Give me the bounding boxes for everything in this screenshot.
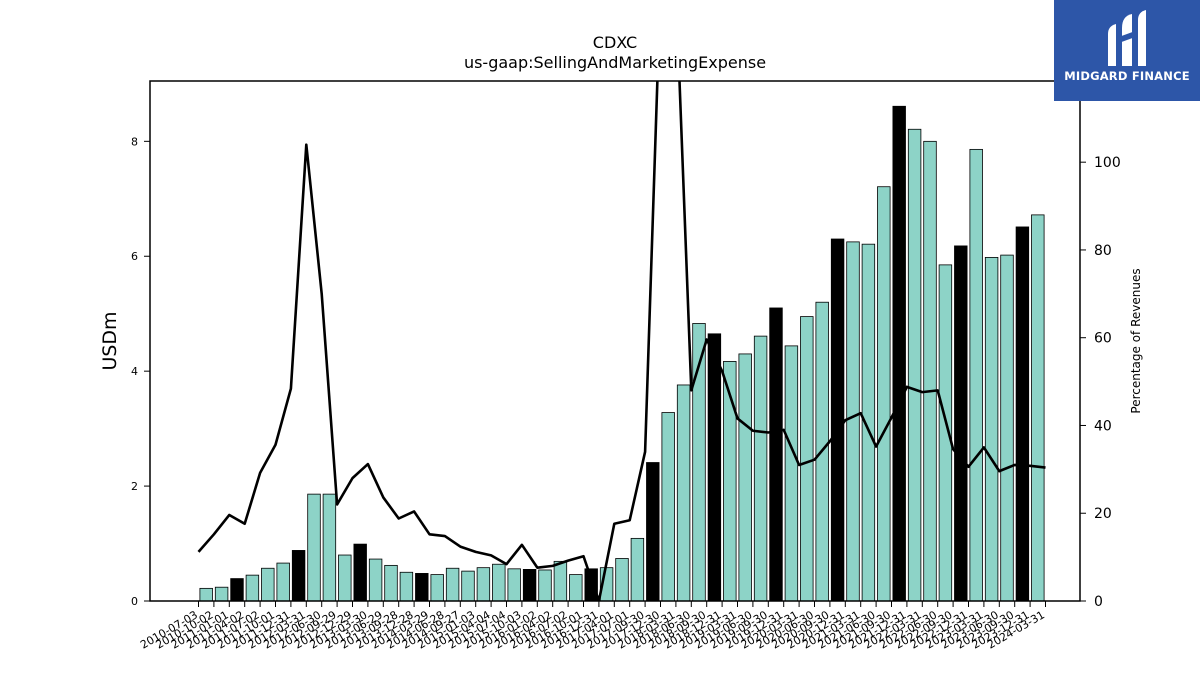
quarter-bar [368,558,383,602]
quarter-bar [245,574,260,602]
annual-bar [1015,226,1030,602]
quarter-bar [276,562,290,602]
logo-text: MIDGARD FINANCE [1064,69,1190,83]
quarter-bar [507,568,521,602]
quarter-bar [338,554,352,602]
x-axis: 2010-07-032010-10-022011-01-012011-04-02… [138,601,1047,652]
y-tick-label: 8 [131,135,138,148]
quarter-bar [661,412,675,602]
quarter-bar [569,574,583,602]
y2-tick-label: 60 [1094,331,1112,347]
quarter-bar [430,574,444,602]
quarter-bar [877,186,891,602]
quarter-bar [784,345,799,602]
quarter-bar [630,537,645,602]
quarter-bar [676,384,691,602]
y2-axis-label: Percentage of Revenues [1129,268,1143,413]
quarter-bar [984,256,999,602]
y-axis-label: USDm [99,311,121,370]
y2-tick-label: 40 [1094,418,1112,434]
line-layer [197,81,1046,601]
annual-bar [954,245,968,602]
y-tick-label: 4 [131,365,138,378]
y2-tick-label: 20 [1094,506,1112,522]
annual-bar [291,550,306,602]
midgard-logo-icon [1108,10,1146,66]
y-tick-label: 0 [131,595,138,608]
chart-subtitle: us-gaap:SellingAndMarketingExpense [464,53,766,72]
y2-axis: 0 20 40 60 80 100 [1080,155,1121,610]
plot-frame [149,80,1081,602]
quarter-bar [969,148,983,602]
annual-bar [230,578,244,602]
quarter-bar [538,569,552,602]
annual-bar [769,307,783,602]
quarter-bar [307,493,321,602]
quarter-bar [846,241,860,602]
quarter-bar [553,560,568,602]
y2-tick-label: 100 [1094,155,1121,171]
quarter-bar [738,353,752,602]
percentage-of-revenues-line [197,81,1046,601]
annual-bar [522,569,537,602]
chart-title: CDXC [593,33,637,52]
quarter-bar [399,571,414,602]
annual-bar [353,543,367,602]
quarter-bar [492,563,506,602]
quarter-bar [199,587,213,602]
quarter-bar [384,564,398,602]
quarter-bar [445,567,460,602]
quarter-bar [261,567,275,602]
annual-bar [584,568,598,602]
quarter-bar [800,316,814,602]
quarter-bar [1000,254,1014,602]
quarter-bar [1031,214,1045,602]
quarter-bar [615,558,629,602]
y2-tick-label: 0 [1094,594,1103,610]
y-tick-label: 6 [131,250,138,263]
quarter-bar [476,567,491,602]
quarter-bar [214,586,229,602]
quarter-bar [923,140,937,602]
quarter-bar [461,570,475,602]
annual-bar [707,333,722,602]
annual-bar [415,573,429,602]
annual-bar [646,462,660,602]
annual-bar [892,105,906,602]
annual-bar [830,238,845,602]
y2-tick-label: 80 [1094,243,1112,259]
y-tick-label: 2 [131,480,138,493]
quarter-bar [753,335,768,602]
quarter-bar [322,493,337,602]
midgard-finance-logo: MIDGARD FINANCE [1054,0,1200,101]
quarter-bar [907,128,922,602]
y-axis: 0 2 4 6 8 [131,135,150,608]
